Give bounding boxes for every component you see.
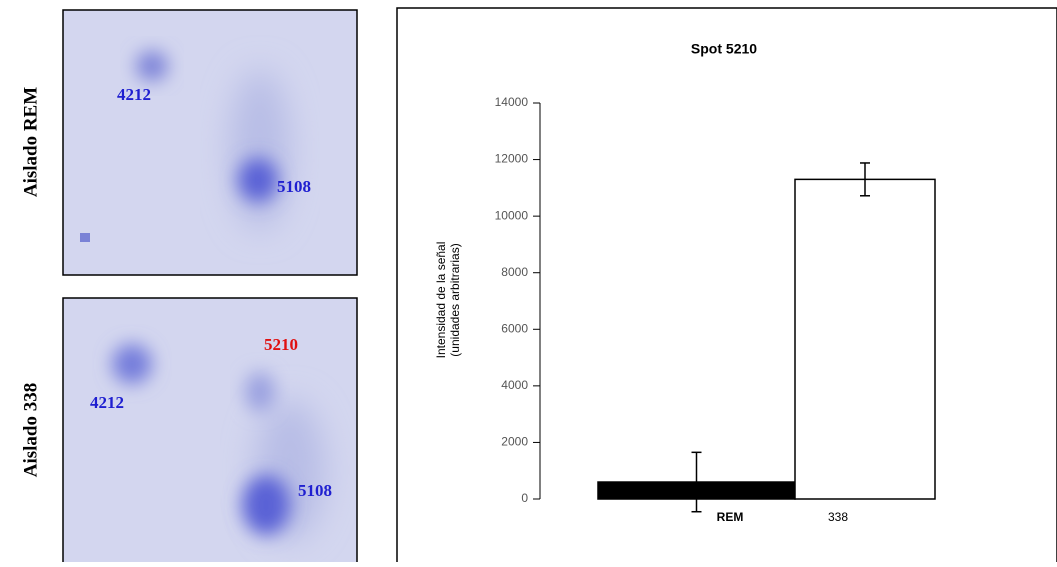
chart-title: Spot 5210 [691, 41, 757, 57]
figure: 4212 5108 Aislado REM 5210 4212 5108 Ais… [0, 0, 1057, 562]
y-tick-label: 10000 [495, 208, 529, 222]
spot-label: 5210 [264, 335, 298, 354]
x-tick-label: 338 [828, 510, 848, 524]
y-tick-label: 4000 [501, 378, 528, 392]
gel-image [63, 10, 357, 275]
y-tick-label: 14000 [495, 95, 529, 109]
y-axis-label: (unidades arbitrarias) [448, 243, 462, 356]
panel-label: Aislado 338 [20, 383, 41, 478]
y-axis-label: Intensidad de la señal [434, 242, 448, 359]
y-tick-label: 0 [521, 491, 528, 505]
panel-label: Aislado REM [20, 87, 41, 197]
y-tick-label: 8000 [501, 265, 528, 279]
spot-label: 4212 [90, 393, 124, 412]
chart-frame [397, 8, 1057, 562]
spot-label: 5108 [298, 481, 332, 500]
spot-label: 5108 [277, 177, 311, 196]
y-tick-label: 6000 [501, 321, 528, 335]
bar [795, 179, 935, 499]
y-tick-label: 2000 [501, 435, 528, 449]
spot-label: 4212 [117, 85, 151, 104]
gel-image [63, 298, 357, 562]
x-tick-label: REM [717, 510, 744, 524]
y-tick-label: 12000 [495, 152, 529, 166]
